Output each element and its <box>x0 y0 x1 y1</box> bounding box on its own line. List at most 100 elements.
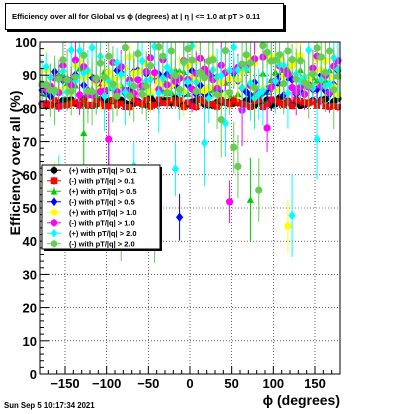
x-tick-label: 0 <box>186 376 193 391</box>
data-point <box>117 69 125 79</box>
data-point <box>296 57 305 65</box>
data-point <box>163 88 171 97</box>
data-point <box>155 88 163 98</box>
data-point <box>263 48 271 56</box>
data-point <box>305 45 313 55</box>
legend-label: (-) with pT/|q| > 2.0 <box>69 240 135 249</box>
data-point <box>209 101 216 108</box>
data-point <box>325 79 334 89</box>
data-point <box>284 222 292 230</box>
data-point <box>284 88 292 98</box>
data-point <box>263 124 271 132</box>
y-tick-label: 70 <box>23 135 37 150</box>
data-point <box>42 81 50 89</box>
y-tick-label: 10 <box>23 334 37 349</box>
data-point <box>234 162 242 170</box>
data-point <box>259 42 267 50</box>
data-point <box>292 75 300 83</box>
data-point <box>305 82 313 90</box>
data-point <box>63 76 71 84</box>
legend-marker <box>50 208 58 216</box>
legend-marker <box>50 197 58 207</box>
data-point <box>259 86 267 96</box>
data-point <box>159 100 166 107</box>
legend: (+) with pT/|q| > 0.1 (-) with pT/|q| > 0… <box>41 164 162 251</box>
data-point <box>88 43 96 53</box>
data-point <box>230 143 238 151</box>
data-point <box>200 138 209 148</box>
x-tick-label: 150 <box>304 376 326 391</box>
data-point <box>113 92 121 100</box>
data-point <box>130 82 138 90</box>
data-point <box>192 87 200 96</box>
timestamp: Sun Sep 5 10:17:34 2021 <box>4 401 95 410</box>
y-tick-label: 0 <box>30 367 37 382</box>
axes: −150 −100 −50 0 50 100 150 0 10 20 30 40 50 60 70 80 90 1… <box>15 35 333 391</box>
data-point <box>288 56 296 64</box>
data-point <box>230 97 237 104</box>
data-point <box>271 76 280 86</box>
data-point <box>205 93 213 103</box>
data-point <box>105 52 113 60</box>
data-point <box>113 58 121 68</box>
data-point <box>217 115 225 124</box>
y-tick-label: 60 <box>23 168 37 183</box>
data-point <box>59 56 67 64</box>
data-point <box>225 88 234 97</box>
legend-label: (+) with pT/|q| > 2.0 <box>69 229 137 238</box>
data-point <box>246 196 255 203</box>
y-axis-label: Efficiency over all (%) <box>7 91 23 236</box>
data-point <box>100 73 109 81</box>
data-point <box>138 56 146 66</box>
data-point <box>309 70 317 78</box>
data-point <box>151 101 158 108</box>
x-axis-label: ϕ (degrees) <box>263 392 340 408</box>
data-point <box>225 198 234 206</box>
data-point <box>55 75 63 83</box>
legend-label: (-) with pT/|q| > 0.5 <box>69 198 135 207</box>
data-point <box>134 76 142 84</box>
legend-box <box>41 164 161 250</box>
x-tick-label: −150 <box>50 376 79 391</box>
data-point <box>146 62 155 70</box>
data-point <box>209 56 217 64</box>
x-tick-label: 100 <box>262 376 284 391</box>
legend-label: (-) with pT/|q| > 0.1 <box>69 177 135 186</box>
legend-marker <box>50 240 58 248</box>
legend-marker <box>50 166 58 174</box>
data-point <box>184 45 192 53</box>
data-point <box>142 82 150 90</box>
data-point <box>67 45 75 55</box>
data-point <box>155 43 163 51</box>
legend-marker <box>50 219 58 227</box>
y-tick-label: 90 <box>23 68 37 83</box>
data-point <box>175 85 184 94</box>
data-point <box>325 47 334 55</box>
data-point <box>125 92 134 100</box>
chart-title-box: Efficiency over all for Global vs ϕ (deg… <box>5 3 284 30</box>
data-point <box>171 164 180 174</box>
data-point <box>188 56 196 64</box>
y-tick-label: 30 <box>23 267 37 282</box>
data-point <box>72 98 79 105</box>
data-point <box>313 134 321 144</box>
y-tick-label: 20 <box>23 301 37 316</box>
data-point <box>200 74 209 82</box>
data-point <box>71 73 80 81</box>
legend-label: (+) with pT/|q| > 1.0 <box>69 208 137 217</box>
y-tick-label: 80 <box>23 101 37 116</box>
data-points <box>38 41 342 263</box>
y-tick-label: 40 <box>23 234 37 249</box>
y-tick-label: 50 <box>23 201 37 216</box>
data-point <box>242 51 250 59</box>
data-point <box>118 100 125 107</box>
x-tick-label: −100 <box>92 376 121 391</box>
x-tick-label: 50 <box>224 376 238 391</box>
data-point <box>167 47 175 55</box>
data-point <box>230 42 238 52</box>
data-point <box>100 91 109 101</box>
data-point <box>284 47 292 55</box>
data-point <box>246 59 255 67</box>
data-point <box>275 51 284 59</box>
data-point <box>105 103 112 110</box>
